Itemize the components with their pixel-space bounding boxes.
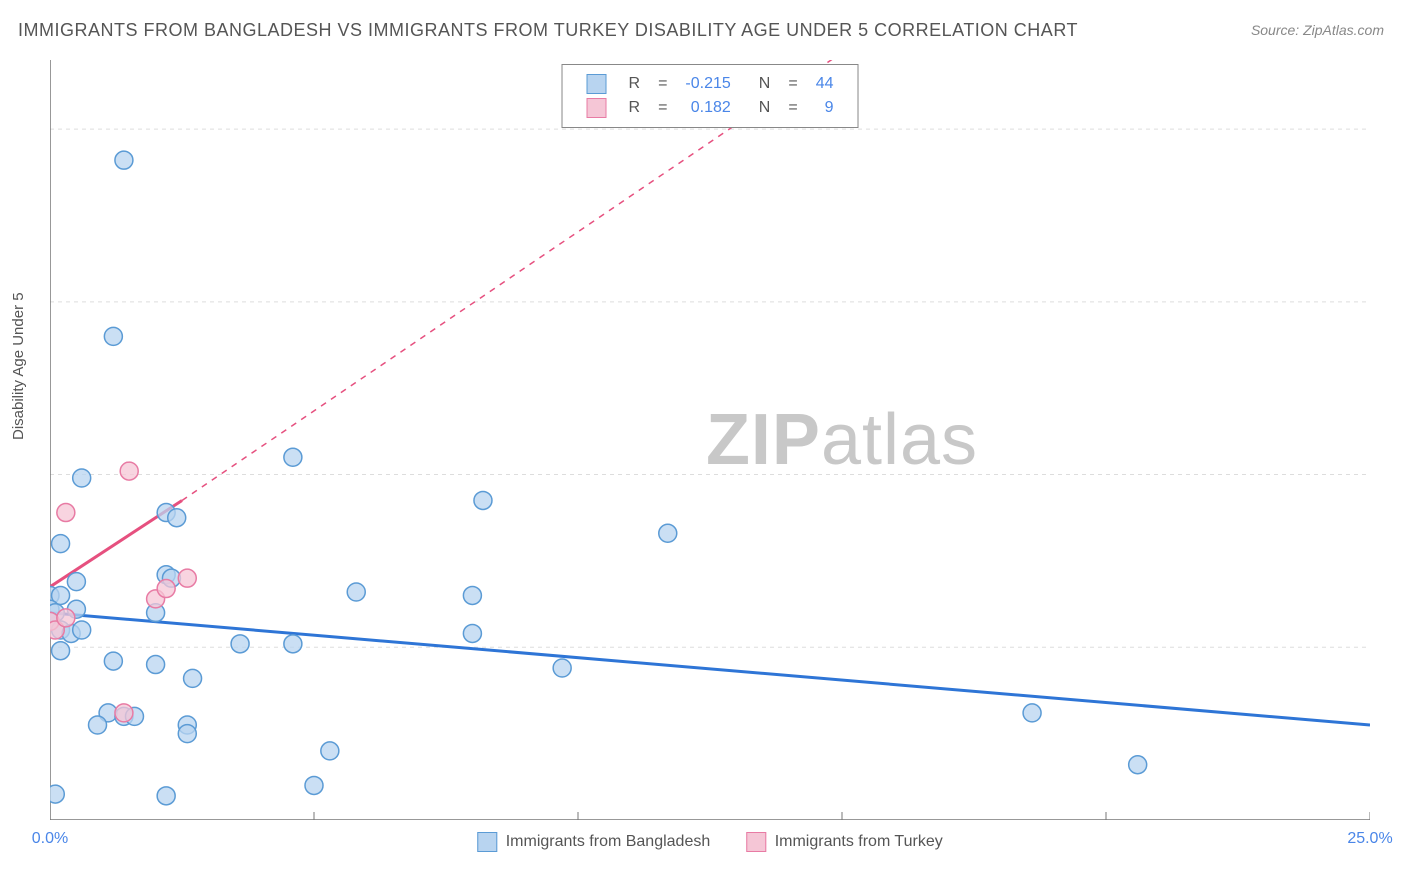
legend-series-label: Immigrants from Turkey [775, 833, 943, 850]
chart-title: IMMIGRANTS FROM BANGLADESH VS IMMIGRANTS… [18, 20, 1078, 41]
legend-stat-row: R=-0.215N=44 [579, 73, 842, 95]
legend-swatch [477, 832, 497, 852]
legend-series-item: Immigrants from Turkey [746, 832, 942, 852]
legend-swatch [587, 74, 607, 94]
x-tick-label: 0.0% [32, 830, 68, 848]
source-attribution: Source: ZipAtlas.com [1251, 22, 1384, 38]
legend-stat-row: R=0.182N=9 [579, 97, 842, 119]
legend-stats: R=-0.215N=44R=0.182N=9 [562, 64, 859, 128]
scatter-plot [50, 60, 1370, 820]
legend-series: Immigrants from Bangladesh Immigrants fr… [459, 832, 960, 852]
y-axis-label: Disability Age Under 5 [10, 292, 27, 440]
legend-swatch [746, 832, 766, 852]
chart-area: ZIPatlas R=-0.215N=44R=0.182N=9 Immigran… [50, 60, 1370, 820]
x-tick-label: 25.0% [1347, 830, 1392, 848]
legend-series-label: Immigrants from Bangladesh [506, 833, 711, 850]
legend-swatch [587, 98, 607, 118]
legend-series-item: Immigrants from Bangladesh [477, 832, 710, 852]
